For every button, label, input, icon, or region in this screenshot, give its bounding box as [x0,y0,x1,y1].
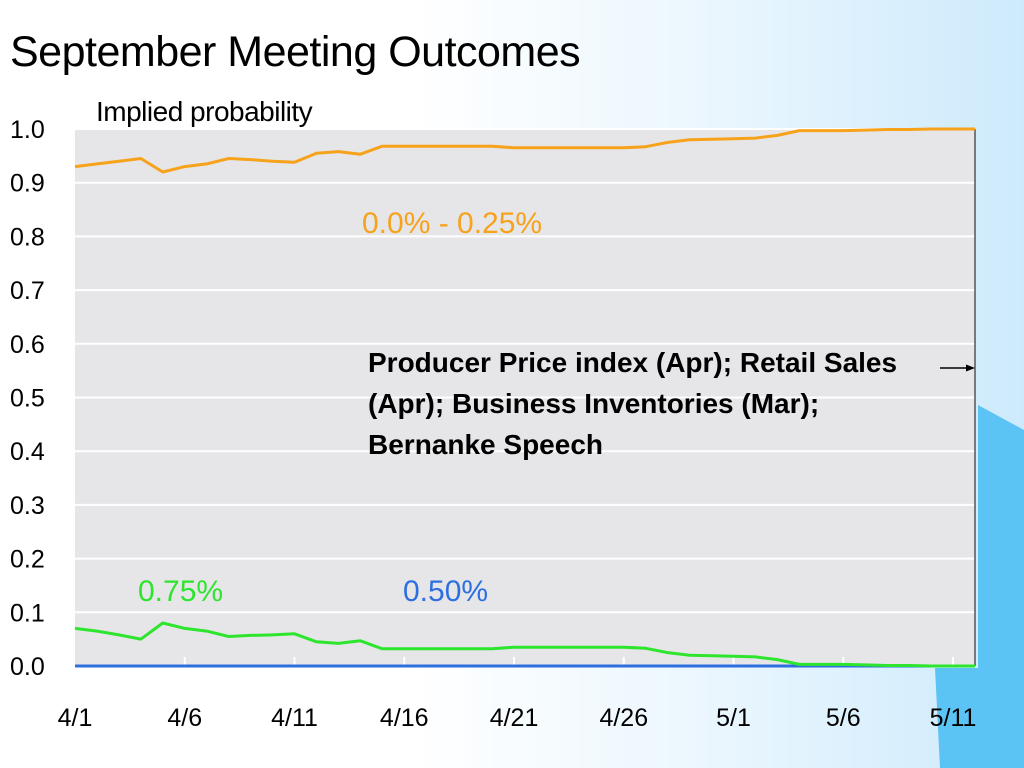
x-axis-ticks: 4/1 4/6 4/11 4/16 4/21 4/26 5/1 5/6 5/11 [58,704,977,732]
series-label-0-50: 0.50% [403,575,488,608]
y-tick-label: 0.1 [10,599,45,627]
y-tick-label: 0.8 [10,223,45,251]
series-lines [74,127,975,668]
x-tick-label: 5/6 [826,704,861,732]
decorative-blue-wedge [935,405,1024,768]
x-tick-label: 4/21 [490,704,539,732]
chart-title: September Meeting Outcomes [10,28,581,76]
event-annotation: Producer Price index (Apr); Retail Sales… [368,347,898,460]
series-label-0-0-25: 0.0% - 0.25% [362,207,542,240]
y-tick-label: 0.2 [10,546,45,574]
annotation-arrowhead [966,364,975,372]
y-tick-label: 0.7 [10,277,45,305]
x-tick-label: 4/1 [58,704,93,732]
y-tick-label: 0.0 [10,653,45,681]
y-tick-label: 1.0 [10,116,45,144]
y-tick-label: 0.3 [10,492,45,520]
series-label-0-75: 0.75% [138,575,223,608]
y-axis-ticks: 0.0 0.1 0.2 0.3 0.4 0.5 0.6 0.7 0.8 0.9 1.0 [10,116,45,681]
x-tick-label: 4/26 [599,704,648,732]
y-tick-label: 0.9 [10,170,45,198]
series-line-0-75 [74,621,975,668]
series-line-0-0-25 [74,127,975,174]
x-tick-label: 4/16 [380,704,429,732]
x-tick-label: 5/11 [930,704,977,732]
x-tick-label: 4/6 [167,704,202,732]
x-tick-label: 4/11 [271,704,318,732]
y-tick-label: 0.6 [10,331,45,359]
y-axis-label: Implied probability [96,96,313,127]
x-tick-label: 5/1 [716,704,751,732]
y-tick-label: 0.5 [10,385,45,413]
y-tick-label: 0.4 [10,438,45,466]
